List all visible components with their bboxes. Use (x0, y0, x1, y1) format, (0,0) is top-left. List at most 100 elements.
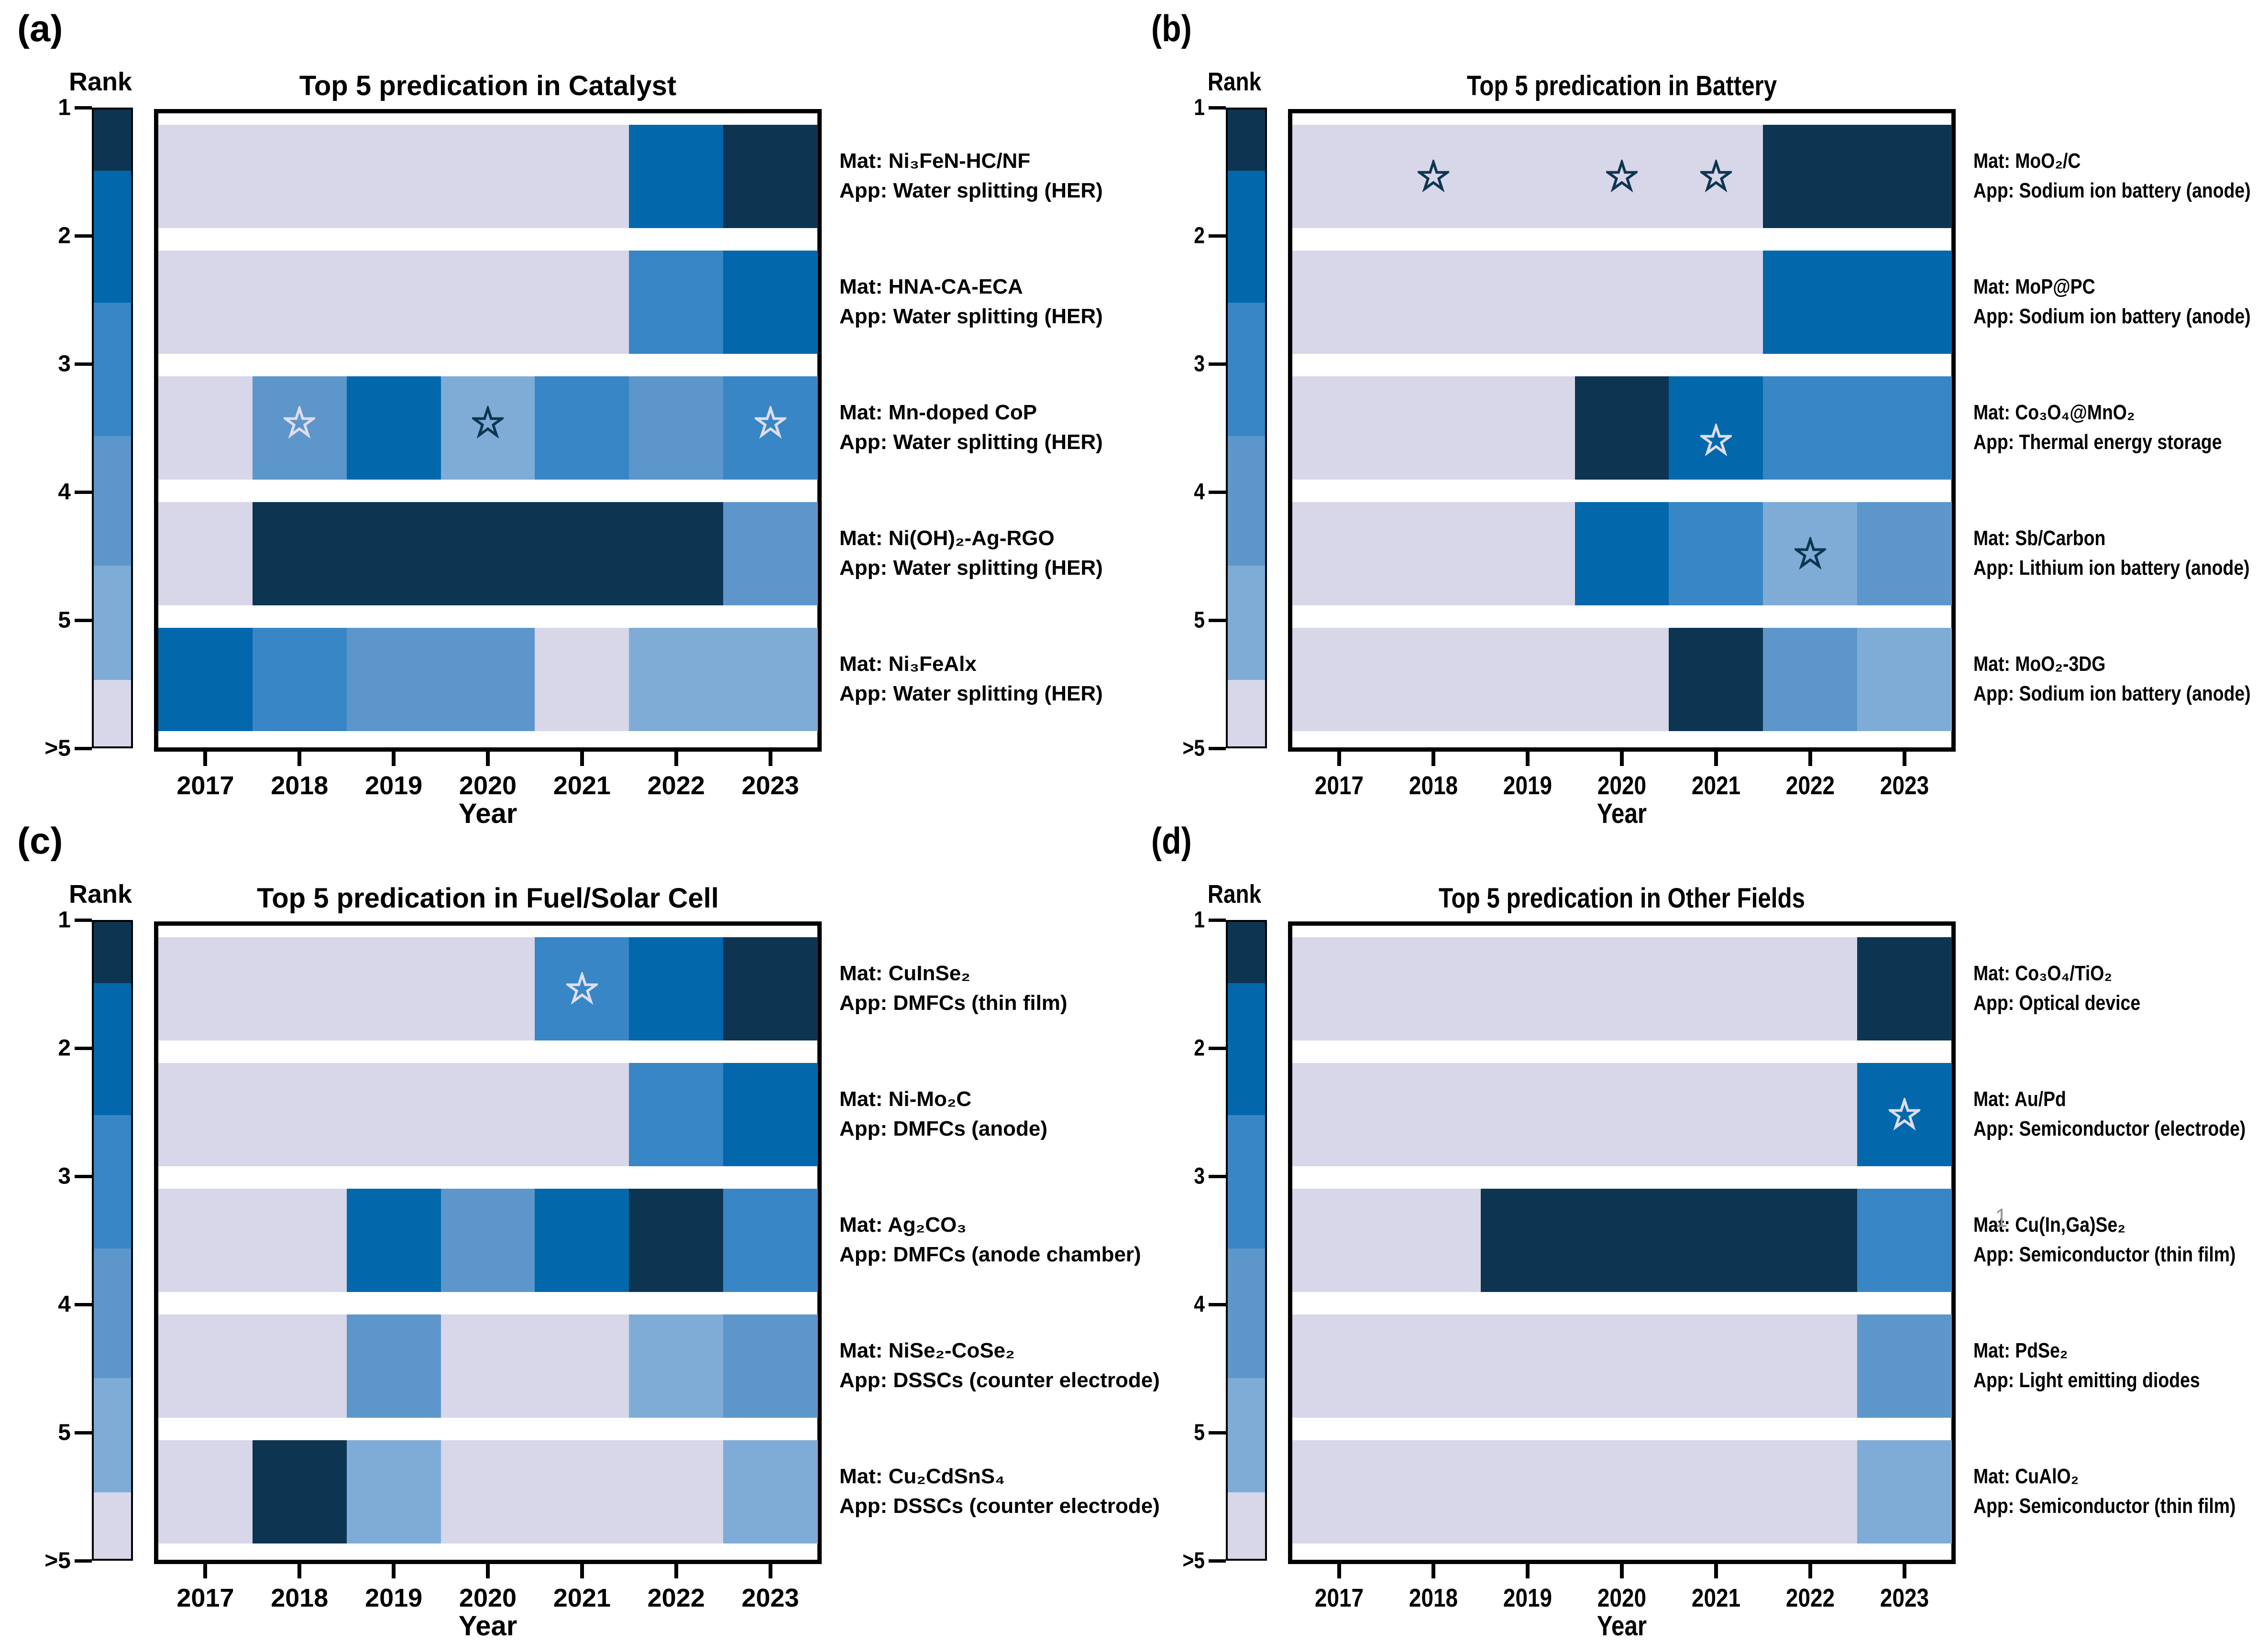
heatmap-cell (723, 1189, 818, 1292)
x-tick (1714, 752, 1718, 766)
row-label: Mat: MoO₂/C App: Sodium ion battery (anod… (1973, 151, 2251, 210)
heatmap-cell (1857, 1314, 1952, 1418)
row-label-app: App: DMFCs (anode chamber) (839, 1243, 1141, 1266)
colorbar-title: Rank (68, 880, 132, 909)
heatmap-cell (158, 502, 253, 605)
heatmap-row-5 (1292, 628, 1952, 731)
row-label: Mat: Ni₃FeAlx App: Water splitting (HER) (839, 654, 1103, 713)
colorbar-tick-label: >5 (1182, 1548, 1205, 1574)
heatmap-cell (723, 1440, 818, 1543)
heatmap-row-2 (158, 1063, 818, 1166)
colorbar-tick-label: 1 (58, 907, 71, 933)
row-label-app: App: Light emitting diodes (1973, 1368, 2200, 1392)
x-tick (580, 752, 584, 766)
heatmap-cell (1574, 251, 1670, 354)
panel-b: (b) Rank 1 2 3 4 5 >5 Top 5 predication in Batte… (1134, 0, 2268, 829)
x-tick (580, 1564, 584, 1578)
colorbar-segment-rank-5 (1228, 1378, 1265, 1493)
x-tick (203, 1564, 208, 1578)
heatmap-cell (440, 1189, 536, 1292)
heatmap-cell (1857, 937, 1952, 1040)
heatmap-cell (1763, 502, 1858, 605)
heatmap-cell (1480, 502, 1575, 605)
heatmap-cell (1386, 1440, 1481, 1543)
row-label-app: App: Water splitting (HER) (839, 556, 1103, 580)
colorbar-tick (1209, 918, 1226, 922)
heatmap-cell (535, 628, 629, 731)
colorbar-tick (1209, 1046, 1226, 1050)
row-label: Mat: Mn-doped CoP App: Water splitting (H… (839, 402, 1103, 461)
heatmap-row-3 (1292, 376, 1952, 480)
colorbar-tick (1209, 490, 1226, 494)
heatmap-row-5 (158, 1440, 818, 1543)
colorbar-segment-rank-3 (94, 1115, 131, 1249)
colorbar-tick (1209, 618, 1226, 622)
row-label-app: App: DMFCs (thin film) (839, 991, 1068, 1015)
row-label-app: App: Semiconductor (thin film) (1973, 1243, 2236, 1266)
heatmap-cell (1669, 251, 1763, 354)
heatmap-cell (1763, 1189, 1858, 1292)
colorbar-tick-label: >5 (1182, 735, 1205, 761)
heatmap-cell (1480, 251, 1575, 354)
x-tick-label: 2019 (1503, 1584, 1552, 1612)
colorbar-tick-label: 3 (58, 1163, 71, 1189)
row-label-app: App: Optical device (1973, 991, 2141, 1015)
heatmap-cell (629, 1063, 724, 1166)
heatmap-cell (252, 251, 347, 354)
heatmap-cell (1857, 1440, 1952, 1543)
heatmap-cell (1857, 628, 1952, 731)
row-label-app: App: Sodium ion battery (anode) (1973, 179, 2251, 202)
heatmap-cell (535, 376, 629, 480)
x-tick-label: 2021 (553, 1584, 611, 1612)
row-label-app: App: DSSCs (counter electrode) (839, 1494, 1160, 1518)
colorbar-tick-label: 1 (1194, 907, 1205, 933)
heatmap-cell (1669, 125, 1763, 228)
colorbar-tick (75, 618, 92, 622)
heatmap-cell (629, 1440, 724, 1543)
heatmap-cell (1669, 1440, 1763, 1543)
row-label: Mat: Cu₂CdSnS₄ App: DSSCs (counter electr… (839, 1466, 1160, 1525)
heatmap-cell (535, 502, 629, 605)
colorbar-segment-rank-2 (94, 983, 131, 1115)
colorbar-segment-rank-5 (94, 1378, 131, 1493)
heatmap-cell (440, 1314, 536, 1418)
heatmap-cell (346, 1440, 441, 1543)
heatmap-cell (1386, 251, 1481, 354)
x-tick-label: 2023 (1880, 1584, 1929, 1612)
row-label-mat: Mat: Cu(In,Ga)Se₂ (1973, 1213, 2125, 1237)
heatmap-cell (1292, 937, 1387, 1040)
x-tick-label: 2021 (553, 771, 611, 800)
heatmap-cell (723, 251, 818, 354)
heatmap-cell (1386, 502, 1481, 605)
colorbar-tick (75, 234, 92, 238)
panel-title: Top 5 predication in Other Fields (1438, 883, 1806, 914)
x-tick (1526, 752, 1530, 766)
colorbar-tick-label: 2 (58, 223, 71, 249)
colorbar-tick (1209, 1559, 1226, 1563)
heatmap-cell (723, 125, 818, 228)
heatmap-row-5 (158, 628, 818, 731)
panel-letter: (c) (17, 820, 63, 862)
x-tick (297, 752, 302, 766)
x-axis-title: Year (1596, 1610, 1647, 1642)
row-label-mat: Mat: Ni₃FeN-HC/NF (839, 149, 1031, 173)
heatmap-cell (252, 502, 347, 605)
heatmap-cell (346, 1189, 441, 1292)
heatmap-cell (1480, 937, 1575, 1040)
row-label: Mat: Au/Pd App: Semiconductor (electrode) (1973, 1089, 2246, 1148)
row-label-app: App: Water splitting (HER) (839, 179, 1103, 202)
colorbar (92, 108, 133, 748)
colorbar-tick-label: 5 (1194, 607, 1205, 633)
heatmap-cell (346, 125, 441, 228)
row-label-app: App: Water splitting (HER) (839, 305, 1103, 328)
panel-title: Top 5 predication in Fuel/Solar Cell (257, 883, 719, 914)
x-tick (1808, 1564, 1812, 1578)
x-tick-label: 2018 (271, 1584, 329, 1612)
x-tick (1902, 1564, 1906, 1578)
x-tick (486, 1564, 490, 1578)
heatmap-cell (1292, 1440, 1387, 1543)
heatmap-row-5 (1292, 1440, 1952, 1543)
x-tick-label: 2017 (176, 1584, 234, 1612)
heatmap-cell (1480, 1314, 1575, 1418)
colorbar-tick (75, 746, 92, 750)
